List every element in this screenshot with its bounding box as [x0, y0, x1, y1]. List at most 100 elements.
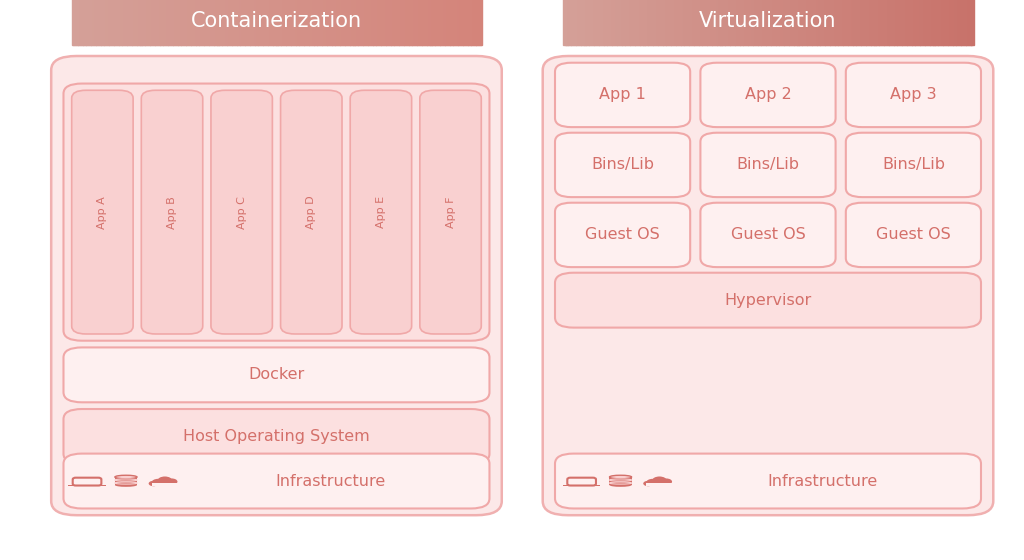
Bar [152, 483, 178, 486]
Bar [779, 0, 782, 45]
FancyBboxPatch shape [63, 454, 489, 508]
Bar [721, 0, 723, 45]
Bar [201, 0, 204, 45]
Bar [180, 0, 182, 45]
Bar [467, 0, 469, 45]
Bar [711, 0, 714, 45]
FancyBboxPatch shape [141, 90, 203, 334]
Bar [963, 0, 966, 45]
Bar [909, 0, 911, 45]
Bar [238, 0, 240, 45]
Bar [282, 0, 284, 45]
Text: Hypervisor: Hypervisor [724, 293, 812, 307]
Bar [886, 0, 889, 45]
Bar [899, 0, 902, 45]
Bar [340, 0, 343, 45]
Bar [157, 0, 160, 45]
Bar [793, 0, 796, 45]
Bar [383, 0, 386, 45]
Bar [719, 0, 722, 45]
Bar [640, 0, 643, 45]
Bar [96, 0, 99, 45]
Bar [287, 0, 289, 45]
Bar [738, 0, 741, 45]
Bar [132, 0, 135, 45]
FancyBboxPatch shape [63, 347, 489, 402]
Bar [790, 0, 792, 45]
Bar [615, 0, 618, 45]
Bar [940, 0, 943, 45]
Bar [229, 0, 231, 45]
Bar [817, 0, 820, 45]
Bar [735, 0, 738, 45]
Bar [279, 0, 281, 45]
Bar [637, 0, 640, 45]
Bar [758, 0, 761, 45]
Bar [198, 0, 201, 45]
Bar [280, 0, 283, 45]
Bar [643, 0, 646, 45]
Bar [104, 0, 108, 45]
Bar [188, 0, 190, 45]
Bar [606, 0, 608, 45]
Bar [610, 0, 613, 45]
Bar [324, 0, 327, 45]
Bar [438, 0, 441, 45]
Bar [312, 0, 315, 45]
Bar [221, 0, 223, 45]
Bar [478, 0, 480, 45]
Bar [391, 0, 394, 45]
Bar [820, 0, 823, 45]
Bar [665, 0, 668, 45]
Bar [154, 0, 157, 45]
Bar [72, 0, 75, 45]
Bar [815, 0, 818, 45]
Text: Guest OS: Guest OS [586, 227, 659, 242]
Bar [760, 0, 763, 45]
Bar [118, 0, 120, 45]
Bar [208, 0, 210, 45]
Bar [675, 0, 677, 45]
Bar [796, 0, 799, 45]
Bar [183, 0, 185, 45]
Bar [942, 0, 944, 45]
Bar [419, 0, 422, 45]
Bar [883, 0, 886, 45]
Bar [457, 0, 460, 45]
Bar [651, 0, 654, 45]
Bar [580, 0, 583, 45]
Bar [213, 0, 215, 45]
Bar [227, 0, 230, 45]
Bar [962, 0, 964, 45]
Bar [296, 0, 299, 45]
Bar [568, 0, 570, 45]
Bar [801, 0, 804, 45]
Bar [375, 0, 378, 45]
Bar [803, 0, 805, 45]
Bar [78, 0, 81, 45]
FancyBboxPatch shape [281, 90, 342, 334]
Bar [696, 0, 698, 45]
Bar [822, 0, 824, 45]
Bar [119, 0, 122, 45]
Bar [919, 0, 922, 45]
FancyBboxPatch shape [350, 90, 412, 334]
Ellipse shape [115, 475, 137, 479]
Circle shape [158, 477, 172, 484]
Bar [381, 0, 384, 45]
Bar [225, 0, 228, 45]
Bar [929, 0, 931, 45]
Bar [678, 0, 681, 45]
Bar [582, 0, 584, 45]
Bar [328, 0, 330, 45]
Bar [946, 0, 949, 45]
Bar [893, 0, 895, 45]
Bar [874, 0, 878, 45]
Bar [664, 0, 666, 45]
Bar [274, 0, 278, 45]
Bar [295, 0, 297, 45]
Bar [205, 0, 207, 45]
Bar [745, 0, 748, 45]
Bar [765, 0, 767, 45]
Text: Infrastructure: Infrastructure [275, 474, 386, 488]
